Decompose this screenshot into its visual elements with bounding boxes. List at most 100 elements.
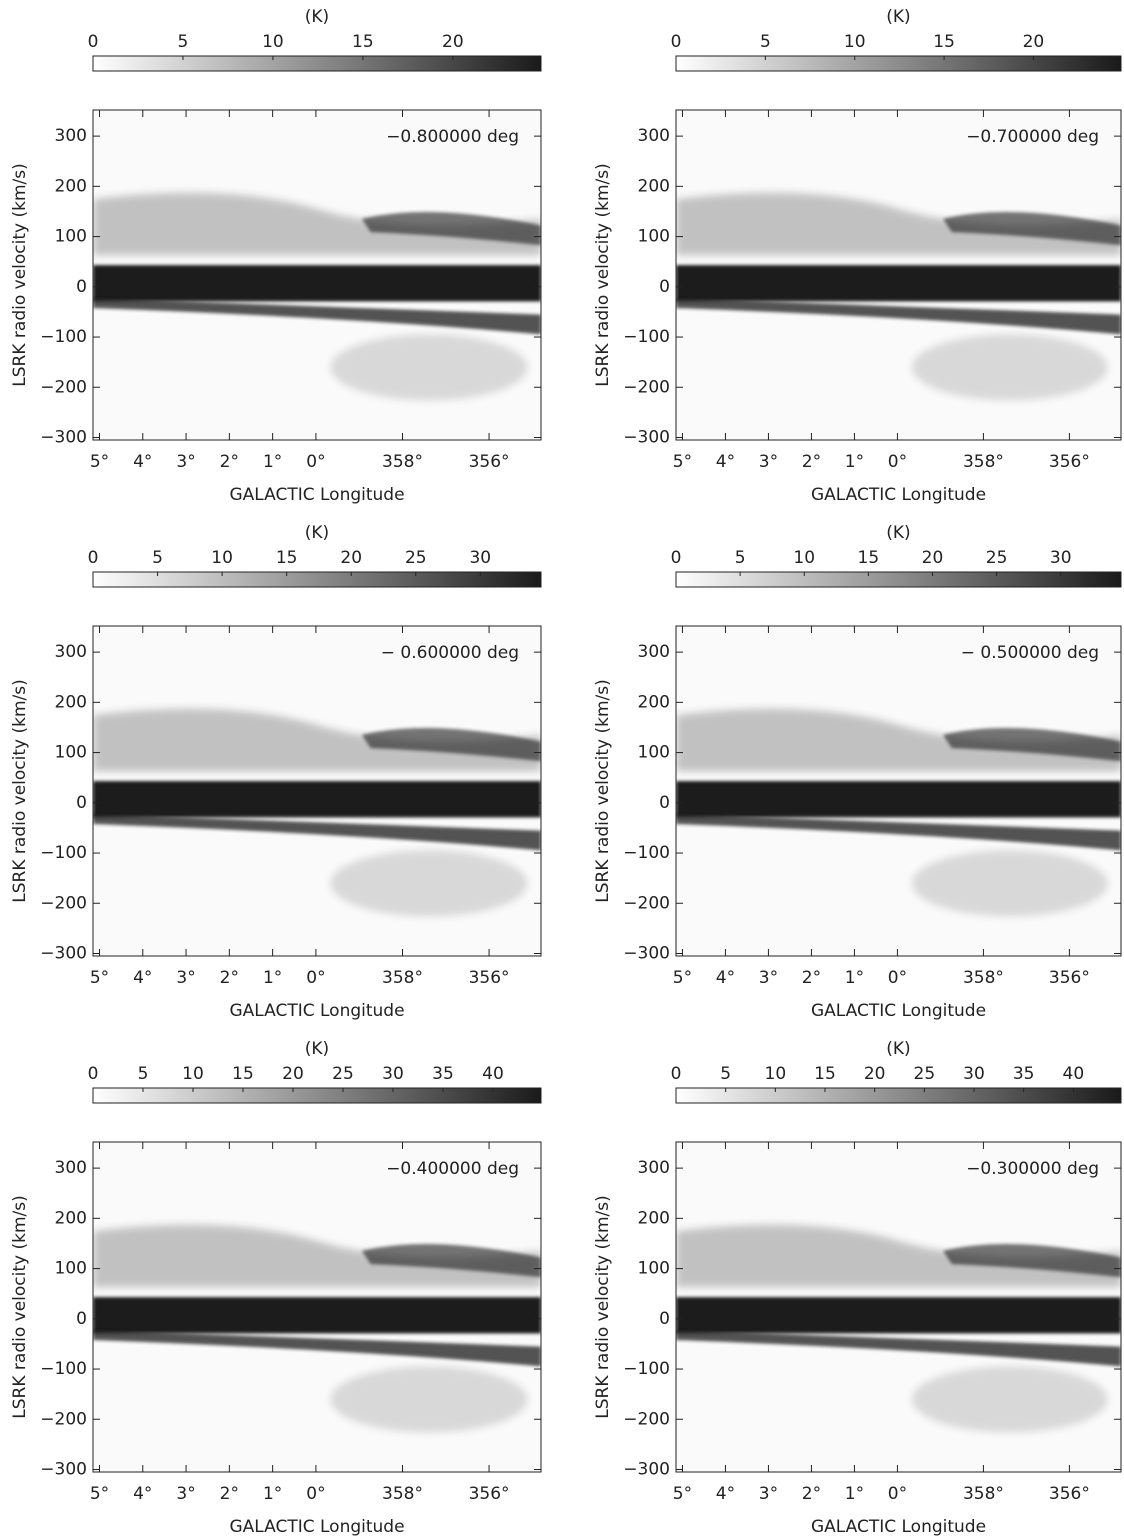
colorbar [92, 1087, 542, 1104]
y-tick-label: 300 [55, 642, 87, 662]
x-tick-label: 5° [90, 452, 109, 472]
x-axis-label: GALACTIC Longitude [811, 1001, 986, 1021]
x-tick-label: 2° [220, 1484, 239, 1504]
y-tick-label: 100 [55, 743, 87, 763]
frame [675, 1141, 1122, 1473]
y-tick-label: −100 [623, 843, 670, 863]
frame [92, 109, 542, 441]
colorbar-tick-label: 40 [1063, 1064, 1085, 1084]
colorbar-tick-label: 15 [352, 32, 374, 52]
y-tick-label: 300 [638, 126, 670, 146]
y-tick-label: 200 [638, 1208, 670, 1228]
colorbar-tick-label: 15 [933, 32, 955, 52]
x-axis-label: GALACTIC Longitude [811, 485, 986, 505]
colorbar-tick-label: 5 [720, 1064, 731, 1084]
colorbar-label: (K) [886, 1039, 910, 1059]
colorbar [675, 1087, 1122, 1104]
emission [93, 708, 541, 917]
colorbar-label: (K) [886, 523, 910, 543]
y-tick-label: 300 [55, 126, 87, 146]
emission-upper [93, 192, 541, 256]
emission-lower [676, 1330, 1121, 1367]
y-tick-label: 200 [638, 176, 670, 196]
colorbar-tick-label: 10 [844, 32, 866, 52]
x-tick-label: 358° [382, 452, 423, 472]
x-tick-label: 358° [382, 1484, 423, 1504]
y-tick-label: 300 [638, 1158, 670, 1178]
x-axis-label: GALACTIC Longitude [229, 1517, 404, 1537]
x-tick-label: 0° [306, 968, 325, 988]
annotation: −0.400000 deg [386, 1159, 519, 1179]
y-tick-label: −200 [40, 377, 87, 397]
y-axis-label: LSRK radio velocity (km/s) [10, 679, 30, 902]
emission-upper [93, 1224, 541, 1288]
y-tick-label: 0 [659, 1309, 670, 1329]
y-tick-label: 100 [55, 1259, 87, 1279]
x-tick-label: 1° [263, 968, 282, 988]
x-tick-label: 2° [220, 452, 239, 472]
colorbar-tick-label: 5 [178, 32, 189, 52]
emission-knots [943, 1244, 1121, 1278]
colorbar-tick-label: 20 [340, 548, 362, 568]
colorbar-tick-label: 35 [1013, 1064, 1035, 1084]
y-tick-label: −100 [623, 327, 670, 347]
x-tick-label: 4° [133, 1484, 152, 1504]
y-axis-label: LSRK radio velocity (km/s) [10, 1195, 30, 1418]
colorbar [92, 55, 542, 72]
colorbar-tick-label: 10 [211, 548, 233, 568]
colorbar-tick-label: 15 [814, 1064, 836, 1084]
emission-core [93, 781, 541, 818]
colorbar-tick-label: 30 [963, 1064, 985, 1084]
emission [676, 192, 1121, 401]
annotation: −0.800000 deg [386, 127, 519, 147]
x-axis-label: GALACTIC Longitude [229, 1001, 404, 1021]
y-tick-label: 0 [659, 793, 670, 813]
colorbar-tick-label: 25 [914, 1064, 936, 1084]
y-tick-label: −300 [623, 427, 670, 447]
x-tick-label: 3° [759, 452, 778, 472]
x-tick-label: 1° [263, 452, 282, 472]
colorbar-tick-label: 30 [1050, 548, 1072, 568]
x-tick-label: 3° [176, 452, 195, 472]
x-tick-label: 4° [716, 968, 735, 988]
emission-knots [361, 212, 541, 246]
colorbar-tick-label: 30 [382, 1064, 404, 1084]
x-tick-label: 0° [888, 452, 907, 472]
emission-core [93, 1297, 541, 1334]
colorbar [675, 55, 1122, 72]
y-axis-label: LSRK radio velocity (km/s) [593, 1195, 613, 1418]
y-tick-label: −200 [623, 1409, 670, 1429]
emission-diffuse [330, 850, 528, 917]
x-tick-label: 1° [845, 1484, 864, 1504]
x-tick-label: 4° [133, 968, 152, 988]
colorbar-label: (K) [305, 1039, 329, 1059]
colorbar-tick-label: 15 [232, 1064, 254, 1084]
emission-lower [93, 1330, 541, 1367]
colorbar-tick-label: 0 [88, 1064, 99, 1084]
x-tick-label: 358° [963, 968, 1004, 988]
x-tick-label: 356° [1049, 452, 1090, 472]
y-tick-label: −100 [40, 843, 87, 863]
colorbar-label: (K) [886, 7, 910, 27]
colorbar-tick-label: 5 [760, 32, 771, 52]
y-tick-label: 300 [55, 1158, 87, 1178]
emission-diffuse [330, 1366, 528, 1433]
annotation: − 0.600000 deg [381, 643, 519, 663]
colorbar-tick-label: 20 [864, 1064, 886, 1084]
y-tick-label: 0 [659, 277, 670, 297]
x-tick-label: 358° [963, 1484, 1004, 1504]
y-tick-label: −100 [40, 1359, 87, 1379]
colorbar-tick-label: 0 [88, 548, 99, 568]
emission-core [93, 265, 541, 302]
x-tick-label: 5° [90, 968, 109, 988]
x-tick-label: 356° [1049, 968, 1090, 988]
x-tick-label: 0° [888, 968, 907, 988]
emission-knots [361, 1244, 541, 1278]
x-tick-label: 5° [673, 968, 692, 988]
y-axis-label: LSRK radio velocity (km/s) [10, 163, 30, 386]
colorbar-tick-label: 40 [482, 1064, 504, 1084]
x-tick-label: 2° [802, 968, 821, 988]
emission-core [676, 265, 1121, 302]
